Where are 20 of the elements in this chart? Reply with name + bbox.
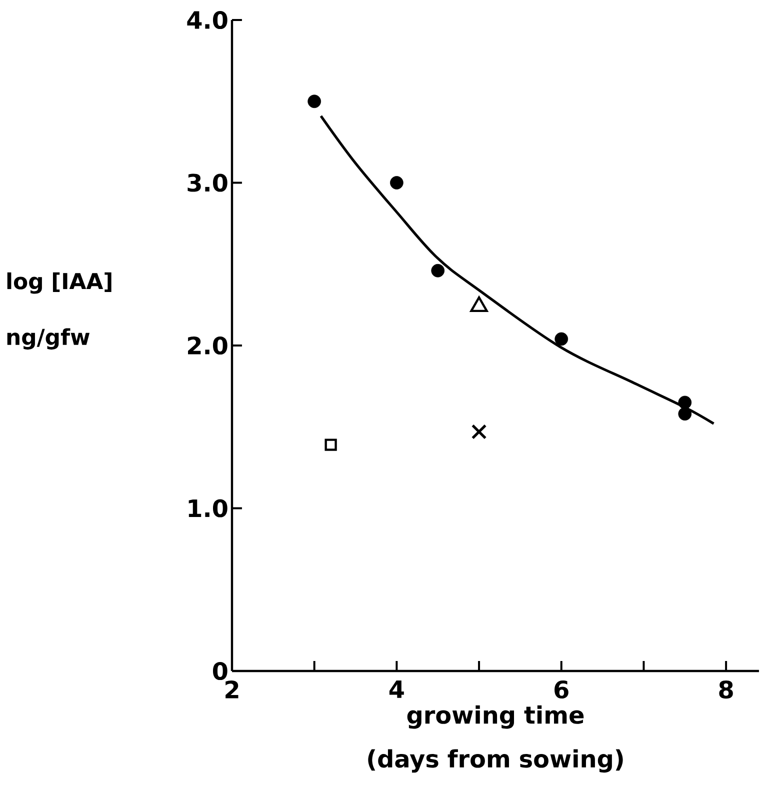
y-tick-label: 4.0 xyxy=(187,10,228,30)
line-series xyxy=(320,114,715,425)
point xyxy=(471,424,487,440)
x-tick-label: 4 xyxy=(389,680,404,698)
x-tick-label: 8 xyxy=(719,680,733,699)
x-tick-label: 6 xyxy=(554,680,568,699)
y-tick-label: 1.0 xyxy=(188,499,228,518)
point xyxy=(308,94,321,108)
y-tick-label: 2.0 xyxy=(188,336,228,355)
point xyxy=(554,332,568,346)
point xyxy=(324,438,337,451)
point xyxy=(678,407,692,421)
point xyxy=(431,264,444,278)
y-tick-label: 0 xyxy=(212,662,228,680)
x-axis-title: growing time (days from sowing) xyxy=(368,705,623,773)
text: log [IAA] ng/gfw xyxy=(7,272,112,350)
point xyxy=(390,176,404,190)
x-tick-label: 2 xyxy=(226,680,238,698)
y-tick-label: 3.0 xyxy=(188,174,228,192)
point xyxy=(678,396,692,410)
